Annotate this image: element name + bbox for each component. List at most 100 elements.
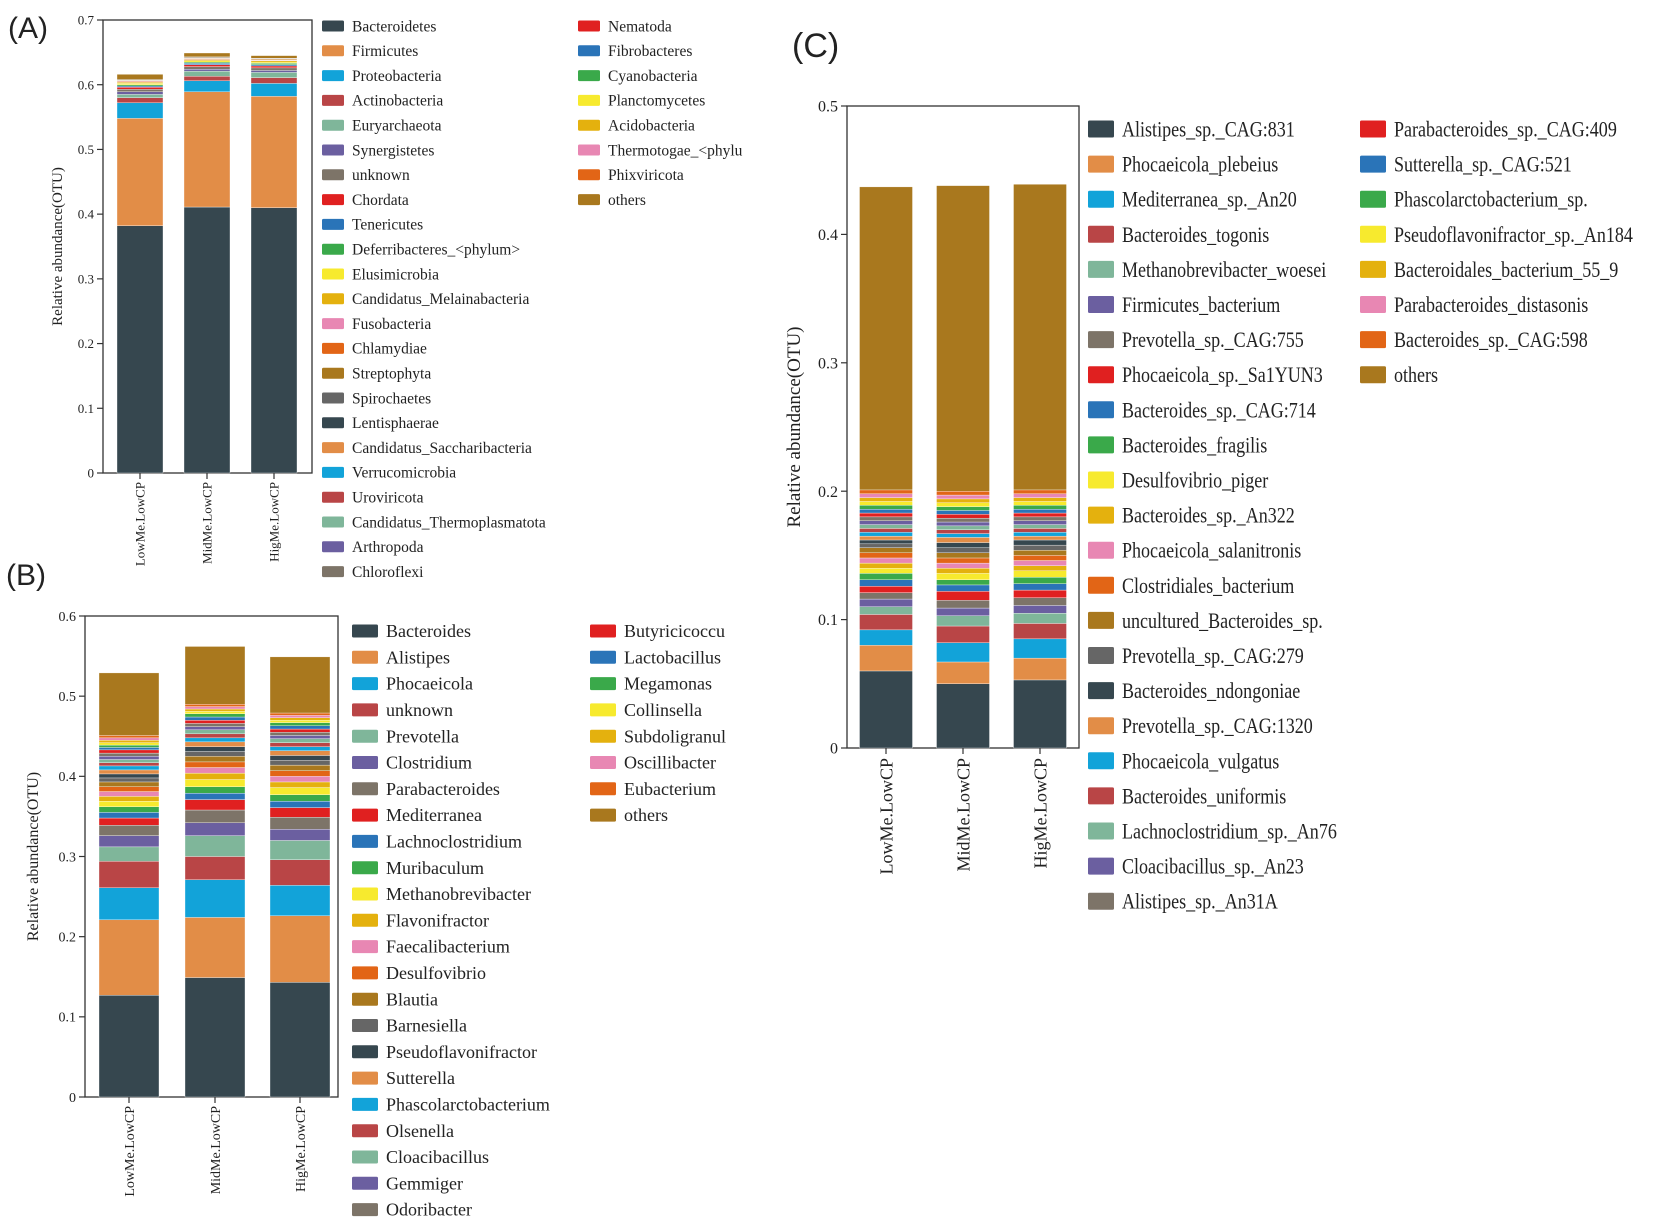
legend-swatch [1088,787,1114,805]
legend-swatch [1360,260,1386,278]
legend-swatch [322,169,344,181]
bar-segment-midme-lowcp-parabacteroides-sp-cag-409 [936,514,990,519]
legend-label: Phocaeicola [386,674,473,694]
x-category-label: MidMe.LowCP [200,482,215,564]
y-axis-label: Relative abundance(OTU) [784,327,805,528]
legend-label: Fibrobacteres [608,43,692,60]
bar-segment-midme-lowcp-bacteroides [184,977,246,1098]
legend-label: Olsenella [386,1121,454,1141]
legend-label: Clostridium [386,753,472,773]
y-tick-label: 0.3 [818,355,838,372]
legend-label: Pseudoflavonifractor [386,1042,537,1062]
x-category-label: HigMe.LowCP [267,482,282,562]
bar-segment-midme-lowcp-bacteroides-togonis [936,625,990,643]
bar-segment-higme-lowcp-phascolarctobacterium [269,746,331,751]
bar-segment-lowme-lowcp-olsenella [98,762,160,767]
bar-segment-higme-lowcp-bacteroides-fragilis [1013,577,1067,584]
legend-swatch [322,94,344,106]
bar-segment-lowme-lowcp-pseudoflavonifractor [98,773,160,779]
bar-segment-lowme-lowcp-deferribacteres-phylum [116,84,164,87]
bar-segment-higme-lowcp-prevotella [269,840,331,860]
legend-swatch [322,144,344,156]
legend-swatch [352,940,378,954]
legend-swatch [1360,120,1386,138]
bar-segment-midme-lowcp-alistipes [184,917,246,978]
legend-swatch [322,417,344,429]
bar-segment-midme-lowcp-bacteroides-sp-cag-714 [936,584,990,592]
y-tick-label: 0.1 [59,1011,77,1026]
legend-label: Chloroflexi [352,564,424,581]
bar-segment-higme-lowcp-cloacibacillus [269,738,331,743]
bar-segment-lowme-lowcp-gemmiger [98,756,160,760]
legend-label: Candidatus_Thermoplasmatota [352,514,546,531]
legend-swatch [1088,401,1114,419]
bar-segment-lowme-lowcp-clostridiales-bacterium [859,552,913,559]
legend-swatch [352,887,378,901]
legend-swatch [322,392,344,404]
legend-label: Bacteroidetes [352,18,436,35]
bar-segment-higme-lowcp-elusimicrobia [250,61,298,64]
legend-label: Bacteroides_sp._CAG:714 [1122,399,1316,423]
bar-segment-higme-lowcp-pseudoflavonifractor-sp-an184 [1013,501,1067,506]
legend-label: Verrucomicrobia [352,465,456,482]
legend-label: Prevotella [386,726,459,746]
bar-segment-higme-lowcp-bacteroides-sp-cag-598 [1013,489,1067,494]
bar-segment-lowme-lowcp-bacteroides-togonis [859,614,913,631]
legend-swatch [352,650,378,664]
legend-label: Elusimicrobia [352,266,439,283]
bar-segment-midme-lowcp-pseudoflavonifractor-sp-an184 [936,502,990,507]
bar-segment-higme-lowcp-alistipes-sp-an31a [1013,516,1067,521]
bar-segment-lowme-lowcp-phocaeicola-sp-sa1yun3 [859,586,913,593]
legend-label: Bacteroides_togonis [1122,223,1269,247]
legend-swatch [352,1124,378,1138]
bar-segment-lowme-lowcp-sutterella [98,769,160,775]
legend-label: Actinobacteria [352,93,443,110]
bar-segment-midme-lowcp-phocaeicola-salanitronis [936,562,990,569]
bar-segment-lowme-lowcp-lachnoclostridium-sp-an76 [859,524,913,529]
bar-segment-midme-lowcp-bacteroidetes [183,206,231,474]
bar-segment-lowme-lowcp-megamonas [98,744,160,748]
legend-swatch [590,808,616,822]
bar-segment-higme-lowcp-parabacteroides-sp-cag-409 [1013,512,1067,518]
legend-label: Bacteroidales_bacterium_55_9 [1394,258,1618,282]
bar-segment-higme-lowcp-phascolarctobacterium-sp [1013,505,1067,510]
bar-segment-midme-lowcp-collinsella [184,711,246,714]
legend-label: Odoribacter [386,1200,472,1220]
bar-segment-lowme-lowcp-clostridium [98,835,160,848]
bar-segment-midme-lowcp-methanobrevibacter-woesei [936,615,990,627]
legend-swatch [322,218,344,230]
bar-segment-lowme-lowcp-elusimicrobia [116,83,164,85]
legend-swatch [322,70,344,82]
bar-segment-midme-lowcp-prevotella [184,835,246,857]
legend-label: Bacteroides [386,621,471,641]
legend-label: Desulfovibrio_piger [1122,469,1269,493]
bar-segment-midme-lowcp-prevotella-sp-cag-279 [936,547,990,554]
panel-letter: (B) [6,559,46,592]
bar-segment-lowme-lowcp-others [98,672,160,736]
legend-swatch [1088,260,1114,278]
y-tick-label: 0 [830,741,838,758]
y-tick-label: 0.5 [818,99,838,116]
legend-swatch [352,1045,378,1059]
bar-segment-lowme-lowcp-others [116,74,164,80]
legend-label: Alistipes_sp._An31A [1122,890,1278,914]
bar-segment-lowme-lowcp-sutterella-sp-cag-521 [859,509,913,514]
legend-label: Firmicutes_bacterium [1122,293,1281,317]
bar-segment-midme-lowcp-lactobacillus [184,716,246,721]
legend-label: Synergistetes [352,142,434,159]
bar-segment-midme-lowcp-phascolarctobacterium [184,737,246,743]
legend-label: Mediterranea_sp._An20 [1122,188,1297,212]
bar-segment-lowme-lowcp-tenericutes [116,85,164,88]
bar-segment-midme-lowcp-parabacteroides [184,809,246,824]
bar-segment-higme-lowcp-blautia [269,764,331,771]
y-tick-label: 0.2 [78,336,94,351]
legend-label: Butyricicoccu [624,621,725,641]
bar-segment-lowme-lowcp-proteobacteria [116,102,164,119]
legend-swatch [352,1071,378,1085]
legend-swatch [352,1203,378,1217]
legend-label: Firmicutes [352,43,418,60]
legend-label: Euryarchaeota [352,117,442,134]
bar-segment-midme-lowcp-deferribacteres-phylum [183,61,231,64]
bar-segment-higme-lowcp-lactobacillus [269,725,331,730]
legend-label: Clostridiales_bacterium [1122,574,1295,598]
